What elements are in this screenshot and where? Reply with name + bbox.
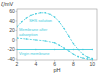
x-tick-label: 4 (34, 61, 37, 67)
series-point (17, 37, 18, 39)
y-tick-label: -40 (8, 56, 15, 62)
series-point (77, 56, 79, 58)
series-point (59, 21, 61, 23)
series-line (17, 13, 92, 59)
series-point (30, 14, 32, 16)
series-point (26, 38, 28, 40)
y-tick (16, 49, 18, 50)
y-tick-label: 0 (12, 37, 15, 43)
series-point (26, 17, 28, 19)
series-label: Virgin membrane (19, 51, 50, 56)
series-line (17, 38, 92, 59)
series-point (35, 39, 37, 41)
x-axis-label: pH (53, 67, 60, 73)
series-point (44, 40, 46, 42)
y-tick-label: 20 (9, 27, 15, 33)
y-tick (16, 59, 18, 60)
y-tick-label: 60 (9, 8, 15, 14)
series-point (17, 49, 18, 51)
series-point (87, 58, 89, 60)
series-point (21, 21, 23, 23)
series-point (17, 26, 18, 28)
series-point (91, 58, 93, 60)
series-point (73, 43, 75, 45)
series-point (87, 56, 89, 58)
series-point (54, 42, 56, 44)
series-point (91, 49, 93, 51)
series-point (73, 53, 75, 55)
series-label: SHS solution (29, 18, 52, 23)
series-point (91, 59, 93, 60)
y-tick (16, 20, 18, 21)
x-tick-label: 10 (90, 61, 96, 67)
y-tick (16, 39, 18, 40)
series-point (44, 12, 46, 14)
series-labels: SHS solution Virgin membrane Membrane afte… (19, 18, 52, 56)
series-point (68, 35, 70, 37)
y-tick-label: 40 (9, 18, 15, 24)
y-tick (16, 11, 18, 12)
series-point (68, 50, 70, 52)
plot-area (17, 12, 93, 60)
y-tick (16, 30, 18, 31)
x-tick-label: 8 (72, 61, 75, 67)
x-tick-label: 2 (16, 61, 19, 67)
series-point (54, 49, 56, 51)
series-point (63, 47, 65, 49)
series-point (35, 13, 37, 15)
series-label: Membrane afteradsorption (19, 27, 48, 37)
series-point (49, 13, 51, 15)
series-point (40, 12, 42, 14)
plot-frame (17, 9, 97, 60)
series-point (73, 49, 75, 51)
y-axis-label: ζ/mV (1, 1, 14, 8)
chart: 246810-40-200204060pHζ/mVSHS solutionVir… (0, 0, 100, 74)
y-tick-label: -20 (8, 46, 15, 52)
series-point (82, 53, 84, 55)
series-point (54, 16, 56, 18)
series-line (17, 49, 92, 50)
series-point (82, 49, 84, 51)
series-point (63, 28, 65, 30)
series-point (59, 44, 61, 46)
series-point (82, 57, 84, 59)
